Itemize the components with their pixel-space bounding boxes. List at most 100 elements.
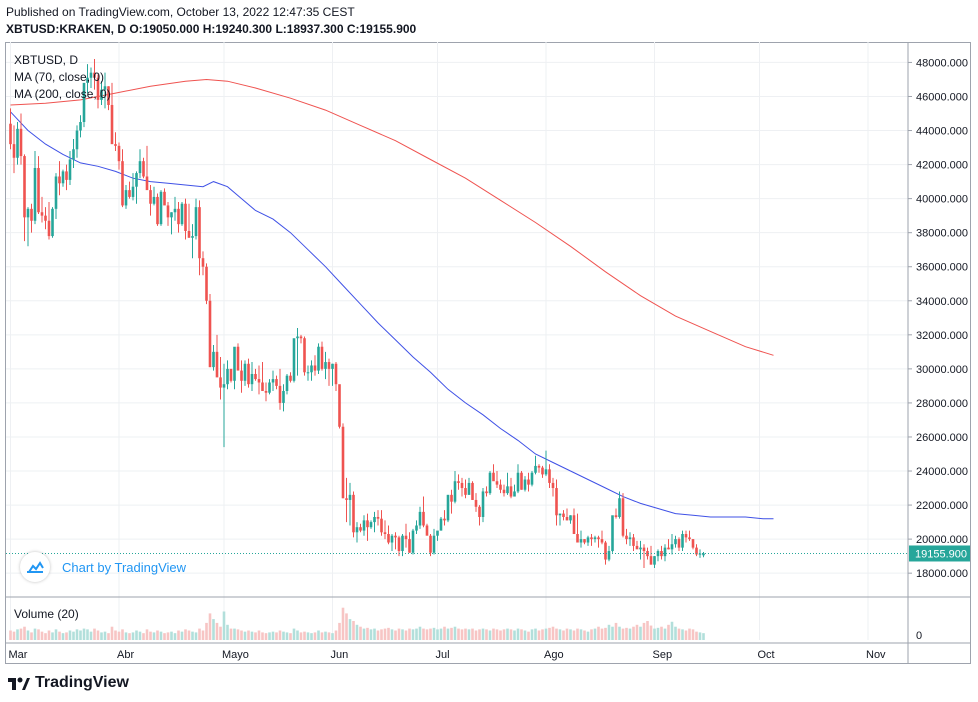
candle bbox=[187, 203, 191, 238]
volume-bar bbox=[502, 629, 506, 640]
candle-body bbox=[352, 494, 355, 533]
candle bbox=[194, 198, 198, 240]
candle-body bbox=[513, 491, 516, 497]
volume-bar bbox=[278, 630, 282, 640]
candle bbox=[520, 471, 523, 490]
candle bbox=[54, 173, 58, 220]
volume-bar bbox=[9, 630, 12, 640]
candle-body bbox=[264, 391, 268, 393]
volume-bar bbox=[124, 632, 128, 640]
candle bbox=[467, 477, 471, 495]
volume-bar bbox=[611, 626, 614, 640]
volume-bar bbox=[145, 629, 149, 640]
candle bbox=[149, 185, 152, 216]
x-tick-label: Mayo bbox=[222, 649, 249, 661]
volume-bar bbox=[331, 633, 334, 640]
candle-body bbox=[618, 498, 621, 517]
candle-body bbox=[51, 208, 54, 237]
volume-bar bbox=[397, 628, 401, 640]
candle bbox=[12, 125, 16, 174]
volume-bar bbox=[663, 628, 667, 640]
volume-bar bbox=[142, 633, 145, 640]
candle bbox=[684, 530, 688, 543]
candle-body bbox=[72, 149, 75, 160]
candle bbox=[653, 556, 656, 569]
volume-bar bbox=[233, 628, 236, 640]
candle-body bbox=[145, 176, 149, 191]
candle-body bbox=[93, 72, 96, 78]
x-tick-label: Jul bbox=[436, 649, 450, 661]
volume-bar bbox=[338, 622, 341, 640]
candle-body bbox=[184, 203, 187, 231]
candle bbox=[674, 535, 677, 548]
volume-bar bbox=[674, 626, 677, 640]
candle-body bbox=[226, 368, 229, 385]
candle bbox=[408, 532, 411, 553]
volume-bar bbox=[362, 628, 366, 640]
volume-bar bbox=[93, 628, 96, 640]
candle-body bbox=[471, 482, 474, 500]
volume-bar bbox=[107, 633, 110, 640]
candle bbox=[373, 511, 376, 533]
y-tick-label: 30000.000 bbox=[916, 364, 968, 376]
candle bbox=[215, 334, 219, 378]
candle-body bbox=[170, 212, 173, 218]
candle bbox=[65, 164, 68, 191]
candle bbox=[488, 471, 492, 495]
volume-bar bbox=[121, 629, 124, 640]
volume-bar bbox=[79, 630, 82, 640]
x-tick-label: Sep bbox=[653, 649, 673, 661]
candle bbox=[72, 139, 75, 168]
candle-body bbox=[292, 338, 296, 381]
footer-brand-text: TradingView bbox=[35, 674, 129, 691]
volume-bar bbox=[422, 628, 425, 640]
volume-bar bbox=[170, 631, 173, 640]
volume-bar bbox=[474, 630, 478, 640]
candle-body bbox=[110, 104, 114, 145]
candle bbox=[593, 535, 597, 543]
candle bbox=[131, 173, 135, 201]
candle-body bbox=[502, 489, 506, 494]
candle-body bbox=[303, 338, 306, 373]
candle-body bbox=[436, 530, 439, 536]
tradingview-brand[interactable]: TradingView bbox=[8, 674, 129, 692]
candle bbox=[390, 534, 394, 552]
candle-body bbox=[96, 77, 100, 100]
candle-body bbox=[488, 472, 492, 494]
candle bbox=[660, 545, 663, 560]
candle-body bbox=[362, 520, 366, 531]
candle-body bbox=[401, 535, 404, 552]
volume-bar bbox=[635, 624, 639, 640]
volume-bar bbox=[334, 630, 338, 640]
candle bbox=[93, 59, 96, 90]
candle bbox=[177, 202, 180, 233]
candle-body bbox=[614, 515, 618, 517]
volume-bar bbox=[380, 629, 383, 640]
tradingview-watermark[interactable]: Chart by TradingView bbox=[20, 552, 186, 582]
candle-body bbox=[464, 488, 467, 495]
y-tick-label: 24000.000 bbox=[916, 466, 968, 478]
volume-bar bbox=[72, 631, 75, 640]
candle bbox=[135, 171, 138, 204]
candle-body bbox=[544, 469, 548, 475]
candle-body bbox=[495, 481, 499, 485]
volume-bar bbox=[366, 627, 369, 640]
candle-body bbox=[565, 516, 569, 521]
candle-body bbox=[355, 527, 359, 533]
candle-body bbox=[187, 230, 191, 238]
candle-body bbox=[205, 266, 208, 301]
candle-body bbox=[506, 486, 509, 494]
candle bbox=[548, 464, 551, 489]
volume-bar bbox=[159, 631, 163, 640]
candle-body bbox=[621, 498, 625, 536]
volume-bar bbox=[632, 626, 635, 640]
candle-body bbox=[418, 511, 422, 526]
candle bbox=[331, 363, 334, 386]
volume-bar bbox=[562, 630, 565, 640]
candle bbox=[222, 363, 226, 448]
volume-bar bbox=[572, 630, 576, 640]
volume-bar bbox=[404, 630, 408, 640]
volume-bar bbox=[89, 631, 93, 640]
candle-body bbox=[107, 86, 110, 105]
